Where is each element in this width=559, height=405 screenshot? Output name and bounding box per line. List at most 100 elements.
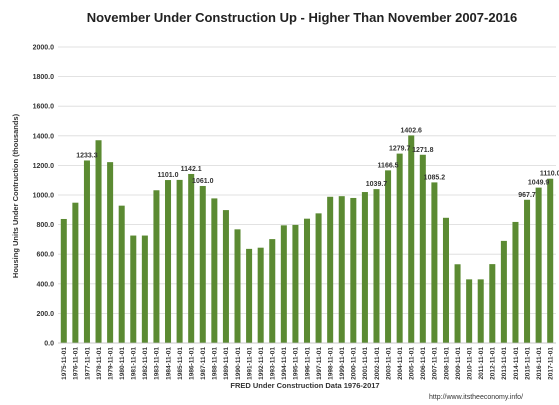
data-label: 1279.7 bbox=[389, 146, 411, 153]
x-tick-label: 2013-11-01 bbox=[501, 347, 508, 380]
data-label: 1142.1 bbox=[181, 166, 202, 173]
bar bbox=[431, 182, 438, 343]
x-tick-label: 1977-11-01 bbox=[84, 347, 91, 380]
bar bbox=[385, 170, 392, 343]
bar bbox=[373, 189, 380, 343]
bar bbox=[269, 239, 276, 343]
bar bbox=[292, 224, 299, 343]
y-tick-label: 1000.0 bbox=[33, 193, 55, 200]
y-tick-label: 0.0 bbox=[44, 341, 54, 348]
x-tick-label: 1995-11-01 bbox=[293, 347, 300, 380]
x-tick-label: 1998-11-01 bbox=[327, 347, 334, 380]
x-tick-label: 2006-11-01 bbox=[420, 347, 427, 380]
data-label: 1085.2 bbox=[424, 174, 446, 181]
x-tick-label: 2014-11-01 bbox=[513, 347, 520, 380]
y-axis-ticks: 0.0 200.0 400.0 600.0 800.0 1000.0 1200.0 1400.… bbox=[33, 45, 55, 348]
x-tick-label: 2003-11-01 bbox=[385, 347, 392, 380]
bar bbox=[454, 264, 461, 343]
x-tick-label: 1993-11-01 bbox=[270, 347, 277, 380]
bar bbox=[419, 154, 426, 343]
x-tick-label: 2004-11-01 bbox=[397, 347, 404, 380]
bar bbox=[315, 213, 322, 343]
bar bbox=[118, 205, 125, 343]
data-label: 1110.0 bbox=[540, 171, 559, 178]
x-tick-label: 2015-11-01 bbox=[524, 347, 531, 380]
y-tick-label: 1400.0 bbox=[33, 133, 55, 140]
x-tick-label: 2011-11-01 bbox=[478, 347, 485, 380]
x-tick-label: 1985-11-01 bbox=[177, 347, 184, 380]
x-tick-label: 1975-11-01 bbox=[61, 347, 68, 380]
y-axis-label: Housing Units Under Contruction (thousan… bbox=[11, 113, 20, 278]
x-tick-label: 1992-11-01 bbox=[258, 347, 265, 380]
x-tick-label: 2012-11-01 bbox=[490, 347, 497, 380]
bar bbox=[512, 221, 519, 343]
bar bbox=[107, 162, 114, 343]
x-tick-label: 1996-11-01 bbox=[304, 347, 311, 380]
x-tick-label: 1981-11-01 bbox=[131, 347, 138, 380]
bar bbox=[72, 202, 79, 343]
bar bbox=[361, 192, 368, 343]
bar bbox=[350, 197, 357, 343]
bar bbox=[165, 180, 172, 343]
x-tick-label: 2009-11-01 bbox=[455, 347, 462, 380]
x-tick-label: 1976-11-01 bbox=[73, 347, 80, 380]
bar bbox=[327, 196, 334, 343]
bar bbox=[489, 264, 496, 343]
data-label: 1402.6 bbox=[401, 127, 423, 134]
y-tick-label: 1800.0 bbox=[33, 74, 55, 81]
data-label: 1271.8 bbox=[412, 147, 434, 154]
y-tick-label: 400.0 bbox=[36, 281, 54, 288]
bar bbox=[60, 218, 67, 343]
y-tick-label: 800.0 bbox=[36, 222, 54, 229]
x-tick-label: 1991-11-01 bbox=[246, 347, 253, 380]
bar bbox=[500, 240, 507, 343]
x-tick-label: 1983-11-01 bbox=[154, 347, 161, 380]
x-tick-label: 2005-11-01 bbox=[409, 347, 416, 380]
x-tick-label: 1994-11-01 bbox=[281, 347, 288, 380]
x-tick-label: 1988-11-01 bbox=[212, 347, 219, 380]
bar bbox=[141, 235, 148, 343]
x-tick-label: 1987-11-01 bbox=[200, 347, 207, 380]
x-tick-label: 2010-11-01 bbox=[466, 347, 473, 380]
data-label: 967.7 bbox=[518, 192, 536, 199]
bar bbox=[211, 198, 218, 343]
bar bbox=[338, 196, 345, 343]
x-tick-label: 1978-11-01 bbox=[96, 347, 103, 380]
bar bbox=[222, 210, 229, 343]
bar bbox=[408, 135, 415, 343]
bar bbox=[176, 179, 183, 343]
bar bbox=[188, 173, 195, 343]
data-label: 1039.7 bbox=[366, 181, 388, 188]
data-label: 1049.9 bbox=[528, 180, 550, 187]
x-axis-ticks: 1975-11-01 1976-11-01 1977-11-01 1978-11-01… bbox=[61, 347, 554, 380]
watermark: http://www.itstheeconomy.info/ bbox=[429, 394, 523, 401]
x-tick-label: 1986-11-01 bbox=[188, 347, 195, 380]
x-tick-label: 2001-11-01 bbox=[362, 347, 369, 380]
bar bbox=[477, 279, 484, 343]
y-tick-label: 1200.0 bbox=[33, 163, 55, 170]
y-tick-label: 2000.0 bbox=[33, 45, 55, 52]
x-tick-label: 1980-11-01 bbox=[119, 347, 126, 380]
x-tick-label: 1979-11-01 bbox=[107, 347, 114, 380]
y-tick-label: 200.0 bbox=[36, 311, 54, 318]
bar bbox=[303, 218, 311, 343]
bars bbox=[60, 135, 554, 343]
data-label: 1061.0 bbox=[192, 178, 214, 185]
bar bbox=[280, 225, 287, 343]
bar bbox=[396, 153, 403, 343]
x-tick-label: 2008-11-01 bbox=[443, 347, 450, 380]
data-label: 1233.3 bbox=[76, 152, 98, 159]
x-tick-label: 1982-11-01 bbox=[142, 347, 149, 380]
x-tick-label: 1999-11-01 bbox=[339, 347, 346, 380]
chart-title: November Under Construction Up - Higher … bbox=[87, 10, 518, 25]
x-tick-label: 1990-11-01 bbox=[235, 347, 242, 380]
y-tick-label: 1600.0 bbox=[33, 104, 55, 111]
bar bbox=[153, 190, 160, 343]
x-tick-label: 2002-11-01 bbox=[374, 347, 381, 380]
bar bbox=[547, 178, 554, 343]
bar bbox=[95, 140, 102, 343]
bar bbox=[234, 229, 241, 343]
x-tick-label: 1997-11-01 bbox=[316, 347, 323, 380]
